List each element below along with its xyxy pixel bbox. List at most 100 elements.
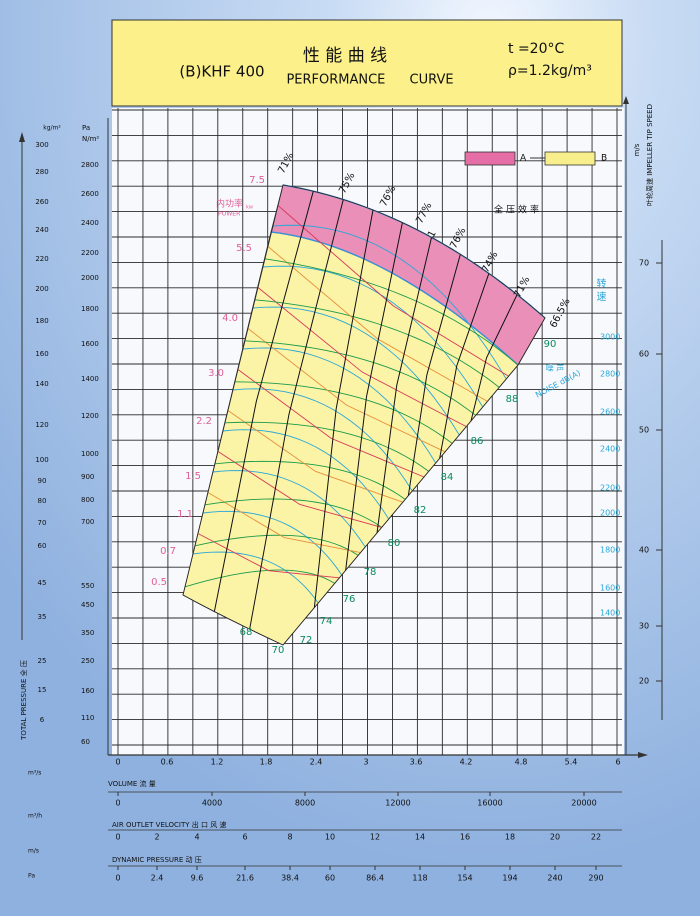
title-en: PERFORMANCE CURVE: [286, 73, 453, 88]
fan-curve: [232, 388, 413, 492]
pa-tick-label: 2800: [81, 161, 99, 169]
power-title: 内功率: [216, 198, 243, 210]
noise-label: 82: [414, 505, 427, 516]
velocity-tick-label: 16: [460, 833, 470, 842]
speed-title: 转 速: [594, 277, 606, 301]
noise-label: 72: [300, 635, 313, 646]
pa-tick-label: 550: [81, 582, 94, 590]
pa-tick-label: 2400: [81, 219, 99, 227]
kg-tick-label: 300: [35, 141, 48, 149]
pressure-tick-label: 194: [502, 874, 517, 883]
system-line: [345, 222, 403, 571]
rpm-tick-label: 3000: [600, 333, 620, 342]
power-title-en: POWER: [218, 211, 240, 218]
power-line: [197, 533, 340, 579]
power-line: [237, 369, 425, 478]
tip-speed-tick-label: 20: [639, 677, 649, 686]
velocity-tick-label: 6: [242, 833, 247, 842]
fan-curve: [252, 306, 460, 436]
power-label: 0.7: [160, 546, 176, 557]
power-label: 3.0: [208, 368, 224, 379]
velocity-tick-label: 8: [287, 833, 292, 842]
efficiency-title: 全压效率: [494, 204, 542, 216]
noise-label: 80: [388, 538, 401, 549]
noise-label: 88: [506, 394, 519, 405]
temperature: t =20°C: [508, 41, 564, 57]
noise-curve: [204, 498, 382, 528]
tip-speed-tick-label: 50: [639, 426, 649, 435]
pa-tick-label: 1000: [81, 450, 99, 458]
volume-tick-label: 5.4: [565, 758, 578, 767]
kg-tick-label: 15: [38, 686, 47, 694]
volume-title: VOLUME 流 量: [108, 779, 156, 788]
title-cn: 性 能 曲 线: [303, 46, 387, 66]
right-title: 叶轮周速 IMPELLER TIP SPEED: [645, 104, 654, 206]
kg-tick-label: 25: [38, 657, 47, 665]
flow-tick-label: 0: [115, 799, 120, 808]
velocity-tick-label: 10: [325, 833, 335, 842]
flow-tick-label: 12000: [385, 799, 410, 808]
pressure-unit: Pa: [28, 873, 35, 880]
pa-unit2: N/m²: [82, 135, 99, 143]
pa-tick-label: 700: [81, 518, 94, 526]
noise-label: 78: [364, 567, 377, 578]
noise-curve: [194, 534, 359, 556]
pa-tick-label: 1400: [81, 375, 99, 383]
kg-tick-label: 6: [40, 716, 45, 724]
velocity-tick-label: 18: [505, 833, 515, 842]
pa-tick-label: 250: [81, 657, 94, 665]
power-line: [247, 328, 446, 453]
volume-tick-label: 1.8: [260, 758, 273, 767]
pa-tick-label: 350: [81, 629, 94, 637]
system-line: [439, 273, 490, 459]
velocity-tick-label: 0: [115, 833, 120, 842]
noise-label: 90: [544, 339, 557, 350]
system-line: [313, 209, 374, 608]
fan-curve: [272, 224, 507, 380]
flow-tick-label: 16000: [477, 799, 502, 808]
axis-arrow: [19, 132, 25, 142]
kg-tick-label: 200: [35, 285, 48, 293]
region-outline: [182, 184, 546, 646]
velocity-unit: m/s: [28, 848, 39, 855]
noise-label: 84: [441, 472, 454, 483]
kg-tick-label: 80: [38, 497, 47, 505]
flow-tick-label: 8000: [295, 799, 315, 808]
power-line: [217, 451, 382, 528]
kg-tick-label: 35: [38, 613, 47, 621]
power-label: 1.1: [177, 509, 193, 520]
noise-label: 86: [471, 436, 484, 447]
pa-tick-label: 800: [81, 496, 94, 504]
legend-swatch: [464, 151, 516, 166]
pa-tick-label: 60: [81, 738, 90, 746]
tip-speed-tick-label: 40: [639, 546, 649, 555]
legend-label: A: [520, 154, 527, 164]
flow-tick-label: 20000: [571, 799, 596, 808]
velocity-tick-label: 14: [415, 833, 425, 842]
system-line: [249, 199, 344, 630]
rpm-tick-label: 2800: [600, 370, 620, 379]
region-edge: [270, 231, 519, 366]
model: (B)KHF 400: [179, 63, 264, 81]
rpm-tick-label: 2400: [600, 445, 620, 454]
kg-tick-label: 280: [35, 168, 48, 176]
noise-curve: [264, 258, 519, 366]
kg-tick-label: 220: [35, 255, 48, 263]
pa-tick-label: 1200: [81, 412, 99, 420]
pressure-tick-label: 60: [325, 874, 335, 883]
pressure-tick-label: 38.4: [281, 874, 299, 883]
pa-tick-label: 900: [81, 473, 94, 481]
tip-speed-tick-label: 60: [639, 350, 649, 359]
system-line: [213, 191, 314, 612]
pa-tick-label: 110: [81, 714, 94, 722]
rpm-tick-label: 1400: [600, 609, 620, 618]
power-line: [207, 492, 361, 554]
noise-curve: [254, 299, 500, 388]
axis-arrow: [623, 96, 629, 104]
fan-curve: [242, 347, 437, 464]
pa-tick-label: 160: [81, 687, 94, 695]
fan-curve: [262, 265, 484, 408]
kg-tick-label: 100: [35, 456, 48, 464]
noise-title: 噪 声: [546, 363, 565, 373]
